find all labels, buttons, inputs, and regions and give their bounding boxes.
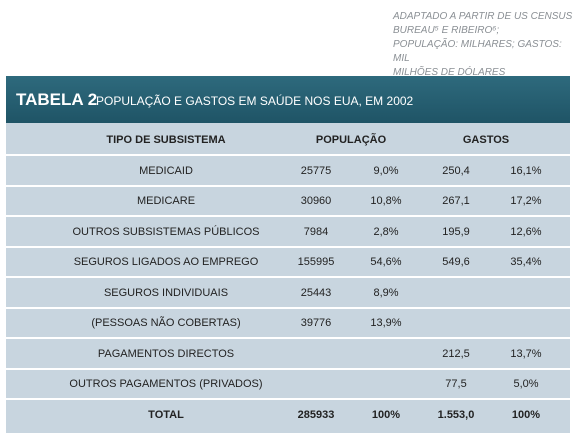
cell-value: 13,9% — [370, 317, 402, 329]
data-row: OUTROS SUBSISTEMAS PÚBLICOS 7984 2,8% 195,9… — [6, 218, 570, 248]
cell-value: 13,7% — [510, 347, 542, 360]
row-label: (PESSOAS NÃO COBERTAS) — [91, 317, 241, 329]
header-row: TIPO DE SUBSISTEMA POPULAÇÃO GASTOS — [6, 126, 570, 156]
data-row: PAGAMENTOS DIRECTOS 212,5 13,7% — [6, 340, 570, 370]
note-line: POPULAÇÃO: MILHARES; GASTOS: MIL — [393, 39, 562, 64]
cell-value: 12,6% — [510, 225, 542, 238]
cell-value: 100% — [371, 408, 401, 421]
cell-value: 16,1% — [510, 164, 542, 177]
table: TIPO DE SUBSISTEMA POPULAÇÃO GASTOS MEDICAI… — [6, 123, 570, 433]
cell-value: 549,6 — [442, 256, 470, 268]
cell-value: 155995 — [297, 256, 335, 268]
table-label: TABELA 2 — [16, 90, 98, 109]
row-label: OUTROS PAGAMENTOS (PRIVADOS) — [69, 378, 263, 390]
table-header-bar: TABELA 2 POPULAÇÃO E GASTOS EM SAÚDE NOS… — [6, 76, 570, 123]
cell-value: 9,0% — [373, 164, 399, 177]
cell-value: 100% — [511, 408, 541, 421]
data-row: OUTROS PAGAMENTOS (PRIVADOS) 77,5 5,0% — [6, 370, 570, 400]
row-label: OUTROS SUBSISTEMAS PÚBLICOS — [72, 225, 260, 238]
cell-value: 30960 — [300, 195, 332, 207]
row-label: PAGAMENTOS DIRECTOS — [97, 347, 235, 360]
data-row: (PESSOAS NÃO COBERTAS) 39776 13,9% — [6, 309, 570, 339]
cell-value: 7984 — [303, 225, 329, 238]
cell-value: 54,6% — [370, 256, 402, 268]
cell-value: 77,5 — [445, 378, 467, 390]
row-label: SEGUROS INDIVIDUAIS — [103, 286, 229, 299]
column-header: GASTOS — [462, 134, 510, 146]
row-label: MEDICAID — [139, 164, 193, 177]
cell-value: 1.553,0 — [437, 408, 475, 421]
cell-value: 10,8% — [370, 195, 402, 207]
cell-value: 195,9 — [442, 225, 470, 238]
table-title: POPULAÇÃO E GASTOS EM SAÚDE NOS EUA, EM … — [96, 94, 414, 108]
cell-value: 8,9% — [373, 286, 399, 299]
cell-value: 250,4 — [442, 164, 470, 177]
cell-value: 39776 — [300, 317, 332, 329]
source-note: ADAPTADO A PARTIR DE US CENSUS BUREAU⁵ E… — [393, 10, 576, 80]
row-label: TOTAL — [148, 408, 184, 421]
cell-value: 2,8% — [373, 225, 399, 238]
row-label: SEGUROS LIGADOS AO EMPREGO — [73, 256, 259, 268]
cell-value: 285933 — [297, 408, 335, 421]
note-line: MILHÕES DE DÓLARES — [393, 67, 506, 78]
data-row: SEGUROS INDIVIDUAIS 25443 8,9% — [6, 279, 570, 309]
cell-value: 25775 — [300, 164, 332, 177]
data-row: MEDICAID 25775 9,0% 250,4 16,1% — [6, 157, 570, 187]
cell-value: 17,2% — [510, 195, 542, 207]
total-row: TOTAL 285933 100% 1.553,0 100% — [6, 401, 570, 431]
cell-value: 35,4% — [510, 256, 542, 268]
cell-value: 212,5 — [442, 347, 470, 360]
data-row: MEDICARE 30960 10,8% 267,1 17,2% — [6, 187, 570, 217]
note-line: BUREAU⁵ E RIBEIRO⁶; — [393, 25, 500, 36]
cell-value: 267,1 — [442, 195, 470, 207]
data-row: SEGUROS LIGADOS AO EMPREGO 155995 54,6% 549… — [6, 248, 570, 278]
cell-value: 5,0% — [513, 378, 539, 390]
cell-value: 25443 — [300, 286, 332, 299]
row-label: MEDICARE — [136, 195, 196, 207]
note-line: ADAPTADO A PARTIR DE US CENSUS — [393, 11, 573, 22]
column-header: POPULAÇÃO — [315, 134, 387, 146]
column-header: TIPO DE SUBSISTEMA — [106, 134, 226, 146]
